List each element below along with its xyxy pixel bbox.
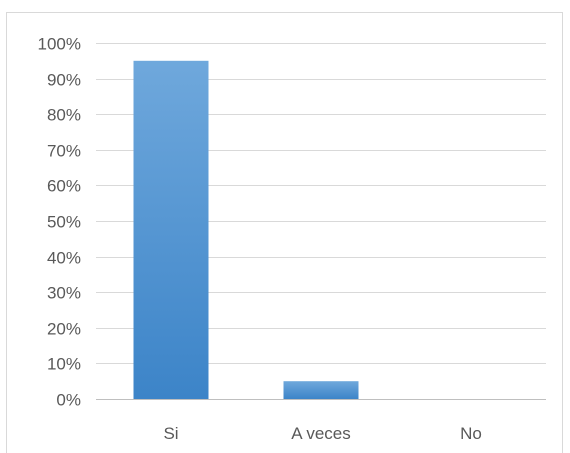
y-tick-label: 100% [38, 35, 81, 54]
x-tick-label: Si [163, 424, 178, 443]
y-tick-label: 10% [47, 355, 81, 374]
x-tick-label: A veces [291, 424, 351, 443]
y-tick-label: 70% [47, 142, 81, 161]
y-tick-label: 90% [47, 71, 81, 90]
bar [133, 60, 209, 400]
y-tick-label: 0% [56, 391, 81, 410]
x-tick-label: No [460, 424, 482, 443]
y-tick-label: 20% [47, 320, 81, 339]
chart-frame [6, 12, 563, 453]
bars [133, 60, 359, 400]
x-axis-ticks: Si A veces No [163, 424, 481, 443]
y-tick-label: 30% [47, 284, 81, 303]
y-tick-label: 80% [47, 106, 81, 125]
bar [283, 381, 359, 399]
y-tick-label: 50% [47, 213, 81, 232]
y-tick-label: 60% [47, 177, 81, 196]
y-tick-label: 40% [47, 249, 81, 268]
y-axis-ticks: 0% 10% 20% 30% 40% 50% 60% 70% 80% 90% 100% [38, 35, 81, 410]
